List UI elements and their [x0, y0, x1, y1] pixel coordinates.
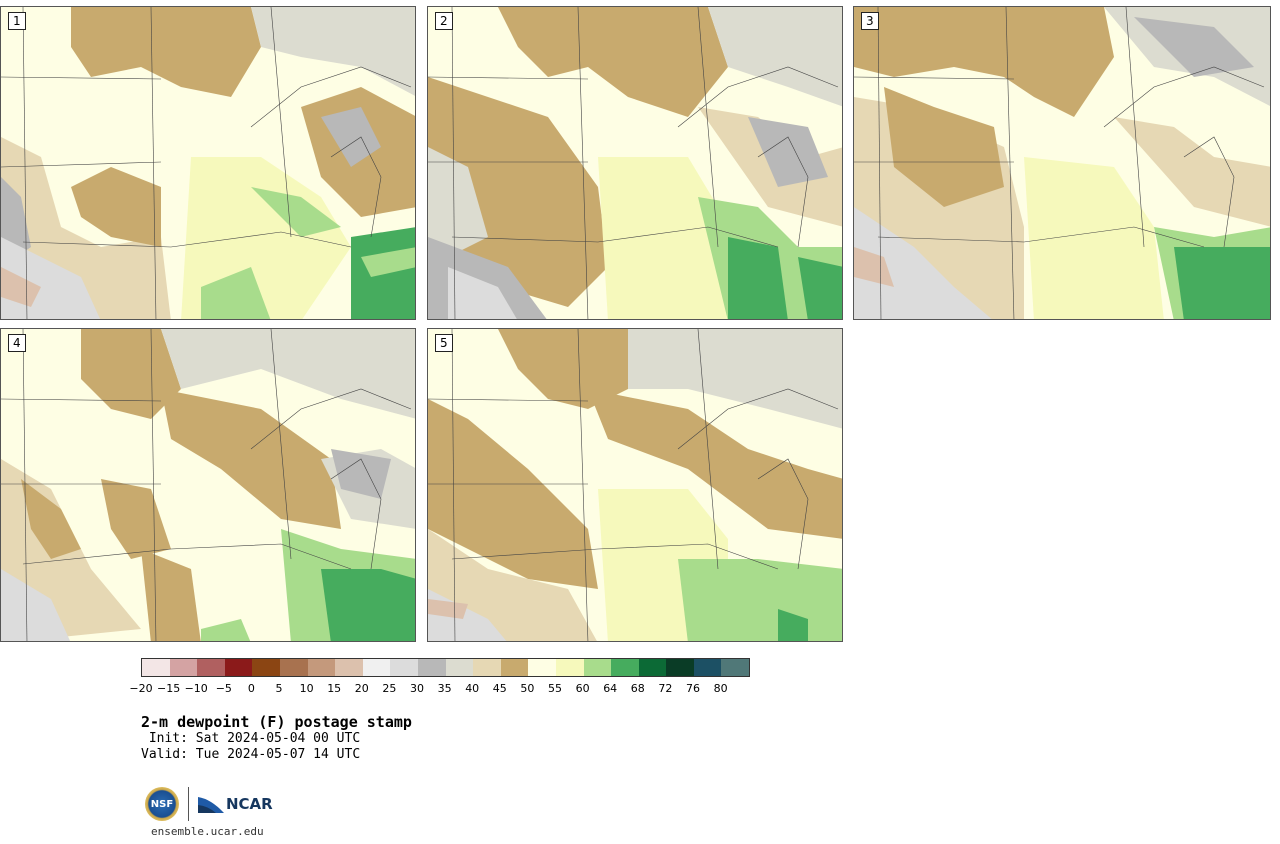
color-swatch [142, 659, 170, 676]
color-swatch [279, 659, 308, 676]
init-time: Init: Sat 2024-05-04 00 UTC [141, 731, 361, 746]
color-tick-label: 20 [354, 682, 369, 695]
color-tick-label: −5 [215, 682, 232, 695]
dewpoint-map-1 [1, 7, 415, 319]
color-tick-label: 50 [520, 682, 535, 695]
color-tick-label: −10 [184, 682, 208, 695]
color-tick-label: 30 [410, 682, 424, 695]
nsf-logo: NSF [145, 787, 179, 821]
color-tick-label: 40 [465, 682, 480, 695]
panel-number: 3 [861, 12, 879, 30]
color-swatch [224, 659, 253, 676]
color-legend-labels: −20 −15 −10 −5 0 5 10 15 20 25 30 35 40 45 50 55 60 64 68 7… [129, 682, 761, 698]
color-swatch [693, 659, 722, 676]
color-swatch [666, 659, 694, 676]
color-swatch [390, 659, 418, 676]
map-panel-3: 3 [853, 6, 1271, 320]
color-tick-label: 60 [575, 682, 590, 695]
map-panel-1: 1 [0, 6, 416, 320]
map-panel-2: 2 [427, 6, 843, 320]
dewpoint-map-4 [1, 329, 415, 641]
color-swatch [583, 659, 612, 676]
color-tick-label: 10 [299, 682, 314, 695]
color-swatch [197, 659, 225, 676]
ncar-logo: NCAR [198, 795, 273, 813]
color-tick-label: −20 [129, 682, 153, 695]
panel-number: 2 [435, 12, 453, 30]
color-swatch [500, 659, 529, 676]
color-tick-label: 72 [658, 682, 673, 695]
color-swatch [335, 659, 363, 676]
color-swatch [362, 659, 391, 676]
color-tick-label: 0 [247, 682, 255, 695]
color-swatch [473, 659, 501, 676]
color-swatch [307, 659, 336, 676]
logo-divider [188, 787, 189, 821]
site-url: ensemble.ucar.edu [151, 825, 264, 838]
panel-number: 5 [435, 334, 453, 352]
ncar-mark-icon [198, 797, 224, 813]
color-tick-label: 80 [713, 682, 728, 695]
color-swatch [169, 659, 198, 676]
color-swatch [445, 659, 474, 676]
figure-title: 2-m dewpoint (F) postage stamp [141, 713, 412, 731]
color-swatch [721, 659, 750, 676]
color-swatch [417, 659, 446, 676]
color-tick-label: 45 [492, 682, 507, 695]
dewpoint-map-2 [428, 7, 842, 319]
color-swatch [611, 659, 639, 676]
color-swatch [638, 659, 667, 676]
color-swatch [555, 659, 584, 676]
color-tick-label: 35 [437, 682, 452, 695]
color-tick-label: 55 [548, 682, 562, 695]
panel-number: 1 [8, 12, 26, 30]
dewpoint-map-3 [854, 7, 1270, 319]
valid-time: Valid: Tue 2024-05-07 14 UTC [141, 747, 361, 762]
dewpoint-map-5 [428, 329, 842, 641]
color-legend-bar [141, 658, 751, 677]
color-swatch [528, 659, 556, 676]
color-tick-label: 15 [327, 682, 342, 695]
color-tick-label: 64 [603, 682, 618, 695]
color-tick-label: 25 [382, 682, 397, 695]
color-swatch [252, 659, 280, 676]
panel-number: 4 [8, 334, 26, 352]
color-tick-label: 68 [630, 682, 645, 695]
color-tick-label: −15 [156, 682, 181, 695]
color-tick-label: 5 [275, 682, 283, 695]
map-panel-4: 4 [0, 328, 416, 642]
map-panel-5: 5 [427, 328, 843, 642]
color-tick-label: 76 [686, 682, 700, 695]
logo-strip: NSF NCAR [145, 786, 273, 822]
